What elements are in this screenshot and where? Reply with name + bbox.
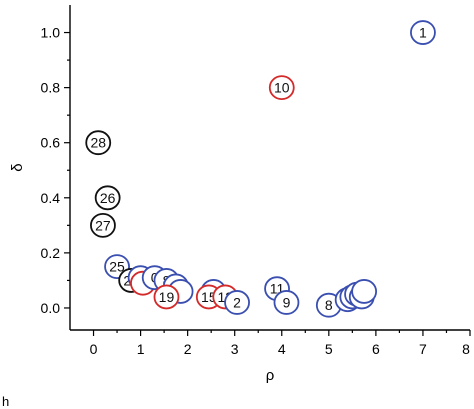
x-tick-label: 4: [278, 341, 286, 357]
data-point: 9: [273, 290, 300, 315]
data-point-ring: [224, 290, 250, 315]
y-tick-label: 0.6: [41, 135, 61, 151]
data-point: 1: [410, 20, 436, 45]
data-point: 26: [94, 185, 121, 211]
data-point-label: 26: [100, 190, 116, 206]
data-point: [351, 279, 378, 304]
data-point-label: 10: [274, 80, 290, 96]
tick-group: 0.0 0.2 0.4 0.6 0.8 1.0 0 1 2 3 4 5 6 7 8: [41, 25, 471, 357]
data-point-label: 27: [95, 217, 111, 233]
data-point: 2: [224, 290, 250, 315]
x-tick-label: 1: [137, 341, 145, 357]
y-tick-label: 0.2: [41, 245, 61, 261]
caption-fragment: h: [2, 394, 10, 409]
y-axis-label: δ: [9, 163, 26, 171]
data-point-ring: [94, 185, 121, 211]
x-tick-label: 8: [462, 341, 470, 357]
data-point-label: 9: [283, 294, 291, 310]
axes: [69, 5, 470, 331]
y-tick-label: 1.0: [41, 25, 61, 41]
data-points: 1102826272524087191513211987: [85, 20, 436, 318]
x-tick-label: 2: [184, 341, 192, 357]
data-point-ring: [153, 284, 180, 310]
x-tick-label: 5: [325, 341, 333, 357]
data-point-label: 1: [419, 25, 427, 41]
data-point-ring: [90, 212, 116, 238]
data-point-label: 15: [201, 289, 217, 305]
data-point: 27: [90, 212, 116, 238]
x-axis-label: ρ: [266, 367, 275, 384]
y-tick-label: 0.8: [41, 80, 61, 96]
data-point-label: 2: [233, 294, 241, 310]
x-tick-label: 3: [231, 341, 239, 357]
data-point-label: 19: [159, 289, 175, 305]
x-tick-label: 7: [419, 341, 427, 357]
data-point-ring: [351, 279, 378, 304]
data-point-ring: [410, 20, 436, 45]
x-tick-label: 0: [90, 341, 98, 357]
data-point-label: 28: [90, 135, 106, 151]
data-point-ring: [268, 75, 295, 101]
data-point: 10: [268, 75, 295, 101]
y-tick-label: 0.4: [41, 190, 61, 206]
data-point-label: 25: [109, 259, 125, 275]
data-point-ring: [273, 290, 300, 315]
data-point: 28: [85, 130, 112, 156]
x-tick-label: 6: [372, 341, 380, 357]
data-point-ring: [85, 130, 112, 156]
data-point: 19: [153, 284, 180, 310]
y-tick-label: 0.0: [41, 300, 61, 316]
data-point-label: 8: [325, 297, 333, 313]
